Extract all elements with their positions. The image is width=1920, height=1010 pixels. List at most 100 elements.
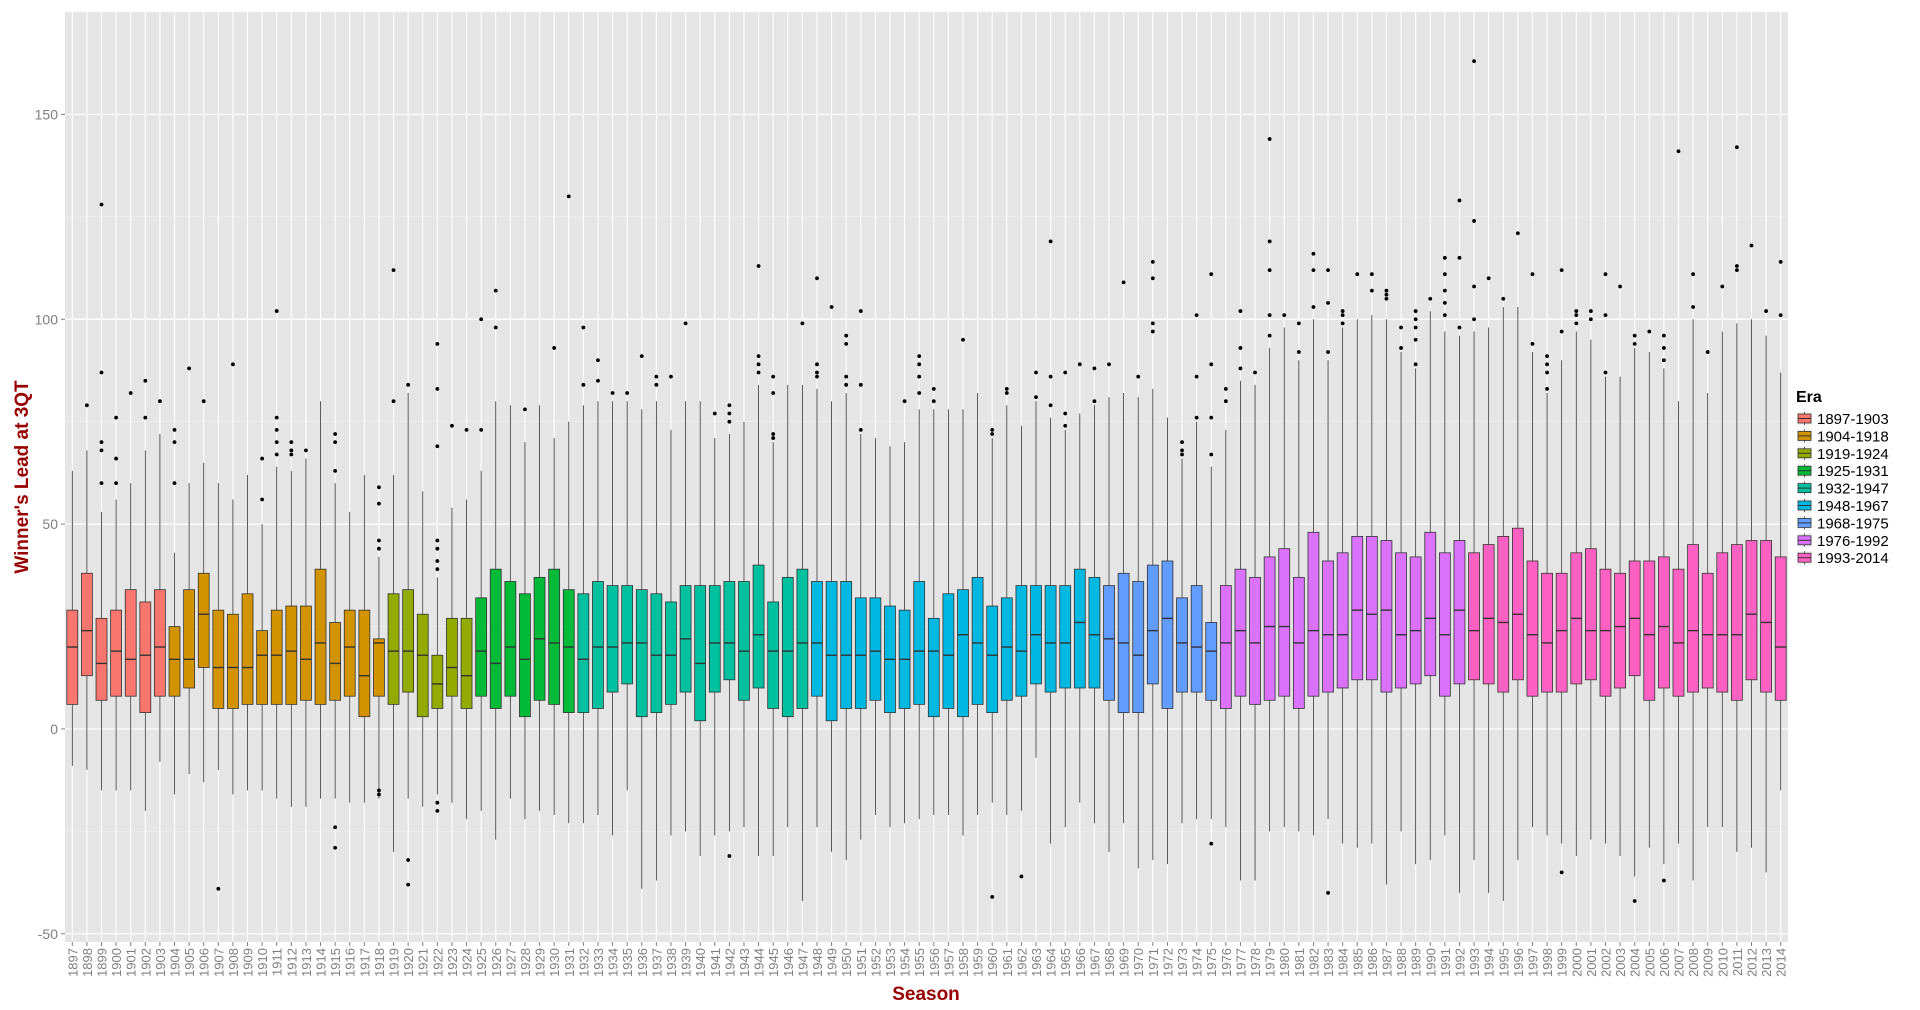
box-season-1970 bbox=[1132, 374, 1145, 869]
box-season-1981 bbox=[1292, 321, 1305, 832]
outlier-point bbox=[172, 481, 177, 486]
outlier-point bbox=[450, 423, 454, 428]
outlier-point bbox=[333, 432, 338, 436]
box-season-2003 bbox=[1614, 284, 1626, 856]
box-season-1957 bbox=[942, 409, 955, 815]
box-body bbox=[971, 576, 984, 705]
box-season-1968 bbox=[1103, 362, 1115, 852]
legend-label: 1993-2014 bbox=[1817, 550, 1889, 567]
box-body bbox=[738, 581, 750, 701]
outlier-point bbox=[1778, 260, 1783, 264]
box-season-1949 bbox=[825, 305, 838, 852]
outlier-point bbox=[1340, 313, 1345, 318]
x-tick-label: 2011 bbox=[1730, 948, 1745, 976]
legend-title: Era bbox=[1796, 389, 1822, 406]
x-tick-label: 2014 bbox=[1774, 948, 1789, 977]
box-body bbox=[592, 581, 604, 709]
box-season-1983 bbox=[1322, 268, 1334, 895]
box-body bbox=[270, 609, 283, 705]
outlier-point bbox=[990, 895, 995, 899]
outlier-point bbox=[1238, 366, 1243, 371]
outlier-point bbox=[815, 362, 819, 367]
box-body bbox=[402, 589, 415, 693]
outlier-point bbox=[931, 387, 936, 391]
outlier-point bbox=[435, 444, 440, 449]
outlier-point bbox=[756, 264, 761, 268]
box-season-1958 bbox=[957, 337, 969, 836]
box-body bbox=[1555, 572, 1568, 693]
box-body bbox=[1322, 560, 1334, 693]
box-season-1903 bbox=[154, 399, 166, 762]
x-tick-label: 1953 bbox=[883, 948, 898, 977]
x-tick-label: 1982 bbox=[1306, 948, 1321, 977]
outlier-point bbox=[1501, 296, 1506, 301]
box-body bbox=[913, 581, 926, 705]
outlier-point bbox=[596, 378, 600, 383]
outlier-point bbox=[917, 354, 922, 359]
box-season-1909 bbox=[241, 474, 254, 791]
outlier-point bbox=[391, 399, 396, 404]
box-body bbox=[256, 630, 268, 705]
x-tick-label: 1993 bbox=[1467, 948, 1482, 977]
x-tick-label: 2006 bbox=[1657, 948, 1672, 977]
outlier-point bbox=[1150, 260, 1155, 264]
box-body bbox=[227, 613, 239, 709]
box-season-1946 bbox=[781, 384, 794, 828]
x-tick-label: 1938 bbox=[664, 948, 679, 977]
x-tick-label: 2010 bbox=[1715, 948, 1730, 977]
outlier-point bbox=[1180, 452, 1184, 457]
box-season-1974 bbox=[1190, 313, 1203, 820]
box-season-1917 bbox=[358, 474, 371, 803]
box-season-2010 bbox=[1716, 284, 1729, 828]
x-tick-label: 1916 bbox=[343, 948, 358, 977]
outlier-point bbox=[1223, 387, 1228, 391]
x-tick-label: 1939 bbox=[679, 948, 694, 977]
box-season-1940 bbox=[694, 401, 707, 856]
box-body bbox=[840, 581, 853, 709]
box-body bbox=[1161, 560, 1174, 709]
x-tick-label: 1898 bbox=[80, 948, 95, 977]
outlier-point bbox=[464, 427, 469, 432]
outlier-point bbox=[1399, 346, 1403, 350]
outlier-point bbox=[1063, 370, 1068, 375]
x-tick-label: 1988 bbox=[1394, 948, 1409, 977]
outlier-point bbox=[990, 427, 995, 432]
x-tick-label: 1942 bbox=[722, 948, 737, 977]
box-season-1902 bbox=[139, 378, 152, 811]
outlier-point bbox=[844, 382, 849, 387]
box-season-1997 bbox=[1526, 272, 1539, 828]
x-tick-label: 1975 bbox=[1204, 948, 1219, 977]
outlier-point bbox=[596, 358, 600, 363]
outlier-point bbox=[99, 440, 104, 445]
box-season-1925 bbox=[475, 317, 488, 811]
x-tick-label: 1917 bbox=[357, 948, 372, 977]
outlier-point bbox=[1574, 313, 1579, 318]
x-tick-label: 1967 bbox=[1087, 948, 1102, 977]
box-season-1897 bbox=[66, 470, 79, 766]
legend-item: 1925-1931 bbox=[1796, 462, 1889, 480]
x-tick-label: 1952 bbox=[868, 948, 883, 977]
legend-item: 1993-2014 bbox=[1796, 549, 1889, 567]
box-season-2011 bbox=[1731, 145, 1743, 852]
outlier-point bbox=[771, 432, 776, 436]
outlier-point bbox=[1238, 346, 1243, 350]
legend: Era 1897-19031904-19181919-19241925-1931… bbox=[1796, 389, 1889, 567]
outlier-point bbox=[1647, 329, 1652, 334]
box-season-1943 bbox=[738, 421, 750, 828]
box-season-1999 bbox=[1555, 268, 1568, 875]
panel-background bbox=[65, 12, 1788, 942]
outlier-point bbox=[1734, 268, 1739, 273]
outlier-point bbox=[143, 378, 148, 383]
outlier-point bbox=[1661, 358, 1666, 363]
x-tick-label: 1949 bbox=[825, 948, 840, 977]
box-season-1924 bbox=[460, 427, 473, 820]
outlier-point bbox=[1764, 309, 1768, 313]
outlier-point bbox=[1545, 370, 1549, 375]
legend-item: 1968-1975 bbox=[1796, 515, 1889, 532]
box-body bbox=[781, 576, 794, 718]
outlier-point bbox=[1442, 255, 1447, 260]
box-body bbox=[1585, 548, 1597, 681]
box-season-1939 bbox=[679, 321, 692, 832]
outlier-point bbox=[114, 481, 119, 486]
